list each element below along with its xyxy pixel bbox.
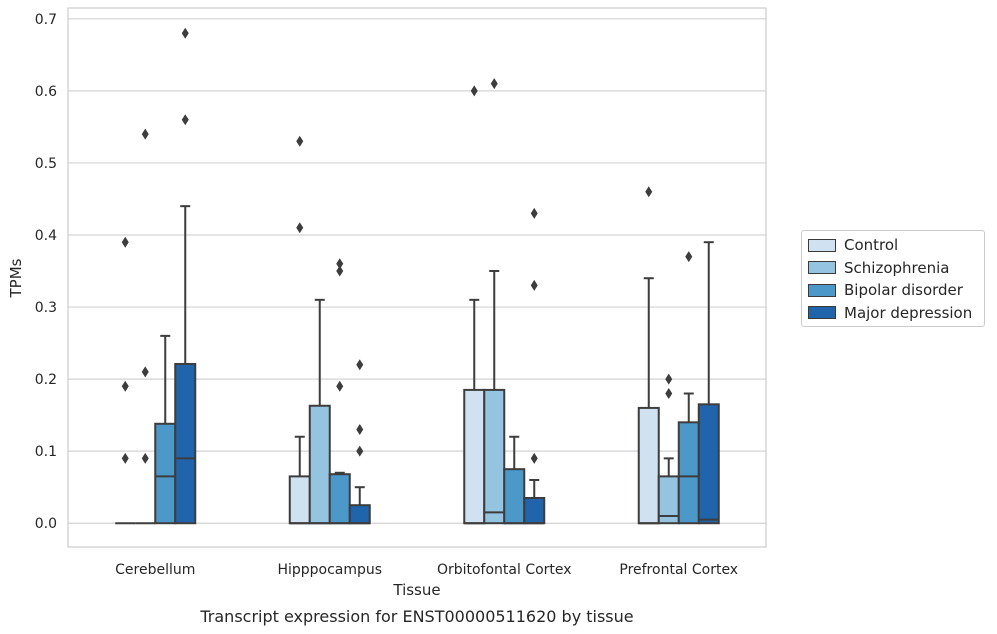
box-schizophrenia [657, 373, 680, 525]
outlier-marker [665, 373, 673, 385]
outlier-marker [645, 186, 653, 198]
x-tick-label: Cerebellum [115, 562, 195, 578]
box-schizophrenia [308, 298, 331, 525]
box-iqr [503, 468, 526, 525]
box-bipolar-disorder [503, 435, 526, 525]
legend-swatch [808, 283, 836, 297]
box-iqr [463, 388, 486, 525]
outlier-marker [336, 380, 344, 392]
box-iqr [523, 497, 546, 525]
x-axis-label: Tissue [392, 581, 440, 599]
box-iqr [154, 422, 177, 525]
box-schizophrenia [135, 128, 156, 525]
outlier-marker [141, 452, 149, 464]
legend-label: Schizophrenia [844, 258, 950, 277]
outlier-marker [121, 380, 129, 392]
box-iqr [637, 406, 660, 525]
legend-item: Control [802, 234, 984, 257]
box-iqr [328, 473, 351, 525]
outlier-marker [141, 366, 149, 378]
y-tick-label: 0.7 [35, 12, 57, 28]
outlier-marker [530, 452, 538, 464]
outlier-marker [665, 388, 673, 400]
box-groups [115, 27, 720, 525]
plot-frame [67, 7, 767, 548]
box-bipolar-disorder [154, 334, 177, 525]
outlier-marker [336, 265, 344, 277]
x-tick-label: Orbitofontal Cortex [437, 562, 572, 578]
outlier-marker [296, 135, 304, 147]
legend-label: Major depression [844, 303, 973, 322]
outlier-marker [181, 114, 189, 126]
box-control [115, 236, 136, 525]
y-axis-label: TPMs [7, 258, 25, 298]
legend-item: Major depression [802, 302, 984, 325]
outlier-marker [685, 251, 693, 263]
box-bipolar-disorder [328, 258, 351, 525]
outlier-marker [181, 27, 189, 39]
legend-swatch [808, 306, 836, 320]
y-tick-label: 0.3 [35, 300, 57, 316]
outlier-marker [490, 78, 498, 90]
box-control [288, 135, 311, 525]
box-major-depression [348, 359, 371, 525]
y-tick-label: 0.6 [35, 84, 57, 100]
box-iqr [348, 504, 371, 525]
box-schizophrenia [483, 78, 506, 525]
y-tick-label: 0.2 [35, 372, 57, 388]
outlier-marker [470, 85, 478, 97]
x-tick-label: Prefrontal Cortex [619, 562, 738, 578]
box-control [463, 85, 486, 525]
box-iqr [697, 403, 720, 525]
outlier-marker [530, 207, 538, 219]
chart-title: Transcript expression for ENST0000051162… [199, 607, 633, 626]
outlier-marker [296, 222, 304, 234]
legend-swatch [808, 238, 836, 252]
outlier-marker [121, 452, 129, 464]
legend-item: Schizophrenia [802, 257, 984, 280]
box-iqr [288, 475, 311, 525]
box-iqr [174, 362, 197, 525]
box-control [637, 186, 660, 525]
box-iqr [308, 404, 331, 525]
legend-label: Control [844, 236, 899, 255]
y-tick-labels: 0.0 0.1 0.2 0.3 0.4 0.5 0.6 0.7 [35, 12, 57, 532]
legend: Control Schizophrenia Bipolar disorder Majo… [801, 230, 985, 327]
x-tick-label: Hipppocampus [277, 562, 382, 578]
box-iqr [483, 388, 506, 525]
y-tick-label: 0.4 [35, 228, 57, 244]
box-bipolar-disorder [677, 251, 700, 525]
legend-item: Bipolar disorder [802, 279, 984, 302]
y-tick-label: 0.1 [35, 444, 57, 460]
y-tick-label: 0.0 [35, 516, 57, 532]
outlier-marker [121, 236, 129, 248]
y-tick-label: 0.5 [35, 156, 57, 172]
outlier-marker [141, 128, 149, 140]
x-tick-labels: Cerebellum Hipppocampus Orbitofontal Corte… [115, 562, 738, 578]
outlier-marker [530, 279, 538, 291]
box-major-depression [523, 207, 546, 525]
legend-label: Bipolar disorder [844, 281, 963, 300]
box-iqr [677, 421, 700, 525]
outlier-marker [356, 445, 364, 457]
box-major-depression [697, 241, 720, 525]
outlier-marker [336, 258, 344, 270]
outlier-marker [356, 424, 364, 436]
box-major-depression [174, 27, 197, 525]
legend-swatch [808, 261, 836, 275]
outlier-marker [356, 359, 364, 371]
